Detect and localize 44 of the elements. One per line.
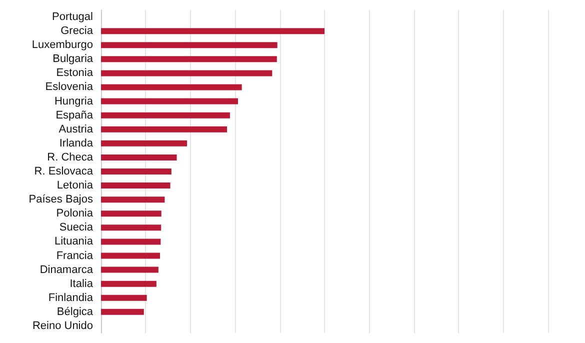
y-tick-label: Grecia — [60, 25, 94, 38]
bar — [101, 210, 162, 217]
y-tick-label: Bulgaria — [52, 53, 94, 66]
bar — [101, 56, 277, 62]
bar — [101, 70, 272, 76]
bar — [101, 140, 188, 146]
y-tick-label: Reino Unido — [32, 320, 93, 332]
bar — [101, 238, 161, 245]
bar — [101, 182, 170, 189]
y-tick-label: R. Checa — [47, 151, 94, 164]
bar — [101, 294, 147, 301]
bar — [101, 196, 165, 203]
bar — [101, 28, 324, 34]
y-tick-label: Eslovenia — [45, 81, 94, 94]
bar — [101, 280, 156, 287]
y-tick-label: España — [56, 109, 94, 122]
y-tick-label: Luxemburgo — [32, 39, 93, 52]
bar — [101, 126, 228, 132]
bar — [101, 112, 230, 118]
y-tick-label: Estonia — [56, 67, 94, 80]
y-tick-label: Irlanda — [59, 137, 94, 150]
bar — [101, 42, 278, 48]
bar — [101, 154, 177, 160]
y-tick-label: Letonia — [56, 180, 94, 192]
bar — [101, 224, 162, 231]
bar — [101, 252, 160, 259]
bar — [101, 308, 144, 315]
bar — [101, 84, 242, 90]
y-tick-label: Francia — [56, 250, 94, 262]
y-tick-label: Portugal — [52, 11, 93, 24]
bar — [101, 266, 158, 273]
y-tick-label: Lituania — [54, 236, 94, 248]
y-tick-label: Polonia — [56, 208, 94, 220]
y-tick-label: Países Bajos — [28, 194, 94, 206]
y-tick-label: Bélgica — [56, 306, 94, 318]
bar — [101, 168, 172, 174]
y-tick-label: Hungria — [54, 95, 94, 108]
y-tick-label: Suecia — [59, 222, 94, 234]
bar — [101, 98, 238, 104]
y-tick-label: Finlandia — [48, 292, 94, 304]
y-tick-label: Dinamarca — [40, 264, 94, 276]
y-tick-label: R. Eslovaca — [34, 166, 94, 178]
y-tick-label: Italia — [70, 278, 94, 290]
y-tick-label: Austria — [58, 123, 94, 136]
